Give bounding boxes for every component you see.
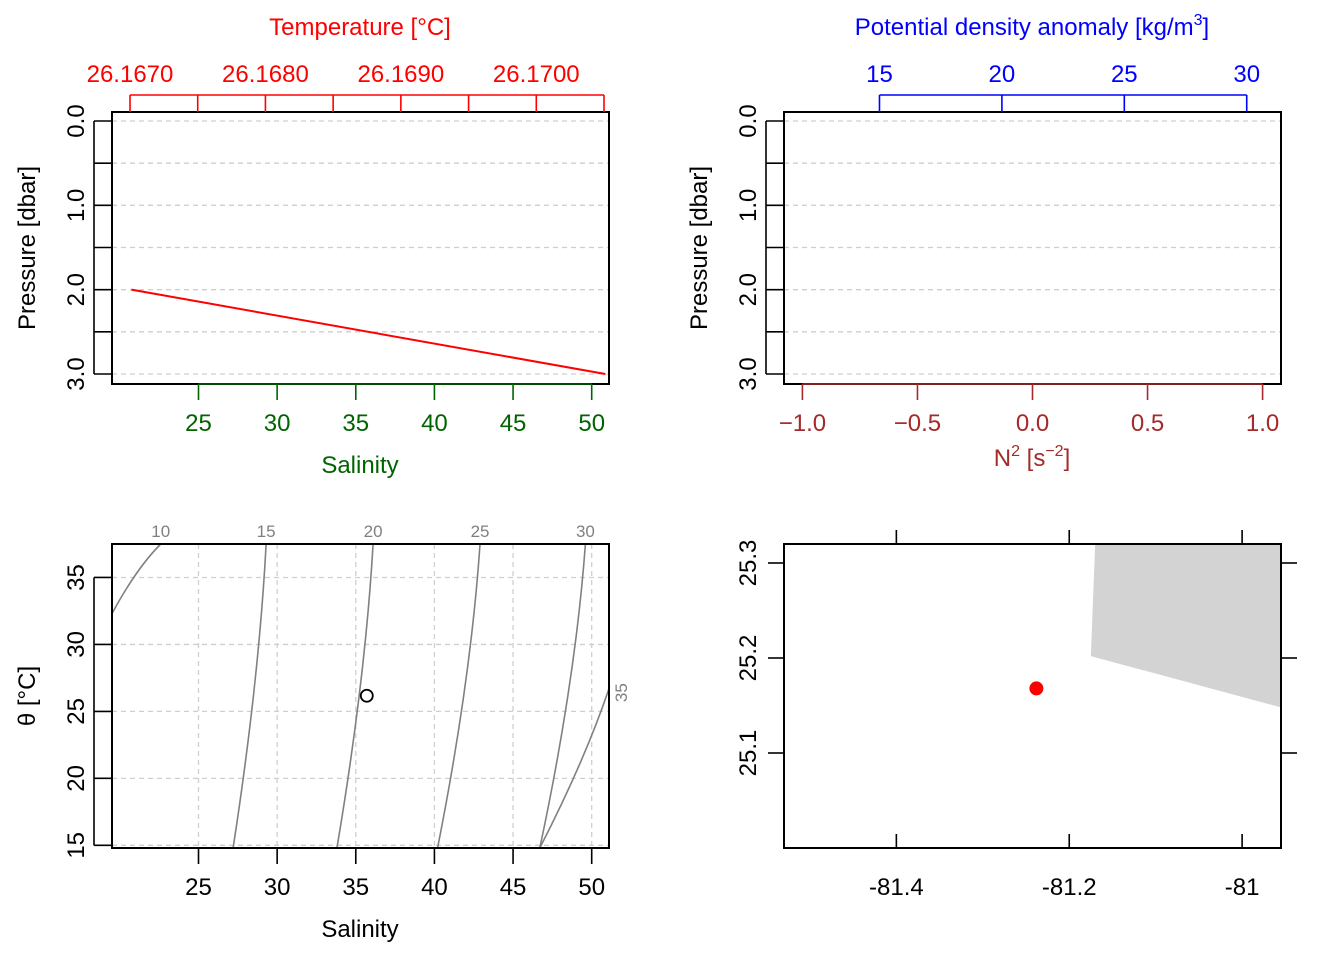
- bottom-tick-label: 50: [578, 410, 605, 437]
- bottom-axis-salinity: 25 30 35 40 45 50: [185, 383, 605, 437]
- temperature-profile-line: [131, 288, 606, 375]
- y-tick-label: 1.0: [735, 189, 762, 222]
- x-tick-label: 30: [264, 874, 291, 901]
- profile-lines: [131, 288, 606, 375]
- bottom-tick-label: 1.0: [1246, 410, 1279, 437]
- x-tick-label: 25: [185, 874, 212, 901]
- y-tick-label: 35: [63, 564, 90, 591]
- bottom-tick-label: −1.0: [779, 410, 826, 437]
- top-tick-label: 26.1690: [357, 61, 444, 88]
- y-tick-label: 0.0: [63, 104, 90, 137]
- isopycnal-label: 10: [151, 522, 170, 541]
- y-tick-label: 25.3: [735, 540, 762, 587]
- isopycnal-line: [232, 543, 267, 849]
- y-tick-label: 30: [63, 631, 90, 658]
- y-tick-label: 2.0: [63, 273, 90, 306]
- isopycnal-line: [336, 543, 374, 849]
- panel-temperature-salinity-profile: 26.1670 26.1680 26.1690 26.1700 25 30 35 40 45 5…: [14, 14, 610, 479]
- bottom-tick-label: 35: [342, 410, 369, 437]
- grid: [112, 544, 609, 848]
- bottom-tick-label: 0.5: [1131, 410, 1164, 437]
- top-tick-label: 15: [866, 61, 893, 88]
- top-axis-density: 15 20 25 30: [866, 61, 1260, 112]
- y-tick-label: 15: [63, 832, 90, 859]
- top-tick-label: 26.1680: [222, 61, 309, 88]
- bottom-axis-n2: −1.0 −0.5 0.0 0.5 1.0: [779, 383, 1279, 437]
- y-tick-label: 25.1: [735, 730, 762, 777]
- isopycnal-line: [436, 543, 481, 849]
- x-tick-label: 40: [421, 874, 448, 901]
- x-tick-label: -81.4: [869, 874, 924, 901]
- y-axis-title: Pressure [dbar]: [686, 166, 713, 330]
- panel-density-n2-profile: 15 20 25 30 −1.0 −0.5 0.0 0.5 1.0 0.01.02.03.0 …: [686, 12, 1282, 472]
- top-axis-title: Temperature [°C]: [269, 14, 451, 41]
- top-tick-label: 26.1700: [493, 61, 580, 88]
- bottom-tick-label: 45: [500, 410, 527, 437]
- isopycnal-label: 20: [364, 522, 383, 541]
- panel-ts-diagram: 10 15 20 25 30 35 25 30 35 40 45 50 15 20 25 30 35 Sal…: [14, 522, 631, 943]
- isopycnal-lines: 10 15 20 25 30 35: [111, 522, 631, 849]
- y-axis: 15 20 25 30 35: [63, 564, 112, 859]
- panel-map: -81.4 -81.2 -81 25.1 25.2 25.3: [735, 530, 1297, 901]
- bottom-axis-title: Salinity: [321, 452, 398, 479]
- isopycnal-line: [111, 543, 162, 615]
- y-tick-label: 2.0: [735, 273, 762, 306]
- isopycnal-label: 15: [257, 522, 276, 541]
- y-tick-label: 25.2: [735, 635, 762, 682]
- land-polygon: [1090, 544, 1281, 708]
- data-points: [359, 688, 374, 703]
- y-axis-title: Pressure [dbar]: [14, 166, 41, 330]
- plot-frame: [783, 543, 1282, 849]
- x-tick-label: 45: [500, 874, 527, 901]
- bottom-tick-label: 40: [421, 410, 448, 437]
- x-axis-title: Salinity: [321, 916, 398, 943]
- y-tick-label: 3.0: [63, 357, 90, 390]
- top-tick-label: 30: [1233, 61, 1260, 88]
- x-tick-label: 50: [578, 874, 605, 901]
- top-tick-label: 26.1670: [87, 61, 174, 88]
- isopycnal-line: [539, 688, 610, 849]
- top-axis-temperature: 26.1670 26.1680 26.1690 26.1700: [87, 61, 605, 112]
- y-axis-title: θ [°C]: [14, 666, 41, 726]
- station-point: [1029, 681, 1044, 696]
- bottom-tick-label: −0.5: [894, 410, 941, 437]
- y-tick-label: 1.0: [63, 189, 90, 222]
- grid: [112, 120, 609, 375]
- y-tick-label: 0.0: [735, 104, 762, 137]
- land: [1090, 544, 1281, 708]
- grid: [784, 120, 1281, 375]
- isopycnal-label: 30: [576, 522, 595, 541]
- bottom-tick-label: 0.0: [1016, 410, 1049, 437]
- station: [1029, 681, 1044, 696]
- isopycnal-label: 25: [471, 522, 490, 541]
- x-axis: 25 30 35 40 45 50: [185, 847, 605, 901]
- isopycnal-label: 35: [612, 683, 631, 702]
- isopycnal-aux: [121, 769, 127, 848]
- ts-point: [359, 688, 374, 703]
- map-axes: -81.4 -81.2 -81 25.1 25.2 25.3: [735, 530, 1297, 901]
- y-tick-label: 25: [63, 698, 90, 725]
- left-axis-pressure: 0.0 1.0 2.0 3.0: [735, 104, 784, 391]
- bottom-tick-label: 25: [185, 410, 212, 437]
- x-tick-label: -81.2: [1042, 874, 1097, 901]
- x-tick-label: 35: [342, 874, 369, 901]
- x-tick-label: -81: [1225, 874, 1260, 901]
- top-tick-label: 25: [1111, 61, 1138, 88]
- left-axis-pressure: 0.0 1.0 2.0 3.0: [63, 104, 112, 391]
- bottom-axis-title: N2 [s−2]: [994, 443, 1071, 472]
- y-tick-label: 20: [63, 765, 90, 792]
- top-axis-title: Potential density anomaly [kg/m3]: [855, 12, 1209, 41]
- top-tick-label: 20: [989, 61, 1016, 88]
- isopycnal-line: [539, 543, 587, 849]
- bottom-tick-label: 30: [264, 410, 291, 437]
- y-tick-label: 3.0: [735, 357, 762, 390]
